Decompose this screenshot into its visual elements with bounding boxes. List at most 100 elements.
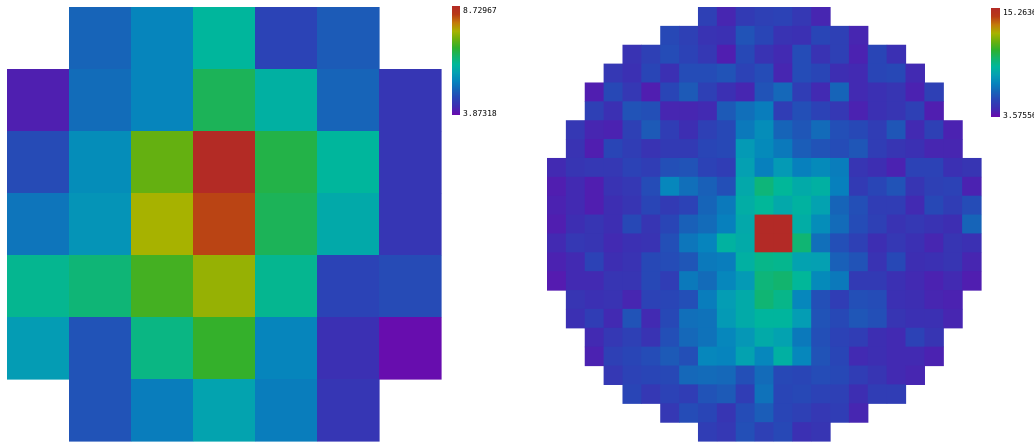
heatmap-cell: [660, 195, 680, 216]
heatmap-cell: [131, 131, 194, 194]
heatmap-cell: [603, 214, 624, 235]
heatmap-cell: [886, 271, 907, 291]
heatmap-cell: [584, 82, 605, 102]
heatmap-cell: [830, 384, 850, 404]
heatmap-cell: [773, 422, 793, 442]
heatmap-cell: [848, 233, 869, 253]
heatmap-cell: [735, 214, 756, 235]
heatmap-cell: [811, 63, 831, 84]
heatmap-cell: [792, 120, 812, 140]
heatmap-cell: [603, 271, 624, 291]
heatmap-cell: [943, 176, 963, 197]
heatmap-cell: [811, 25, 831, 46]
heatmap-cell: [716, 7, 737, 27]
heatmap-cell: [622, 120, 642, 140]
heatmap-cell: [716, 384, 737, 404]
heatmap-cell: [697, 422, 718, 442]
heatmap-cell: [905, 365, 925, 385]
heatmap-cell: [660, 290, 680, 310]
heatmap-cell: [584, 157, 605, 178]
heatmap-cell: [660, 233, 680, 253]
heatmap-cell: [641, 308, 661, 329]
heatmap-cell: [867, 365, 888, 385]
heatmap-cell: [886, 252, 907, 272]
heatmap-cell: [792, 44, 812, 65]
heatmap-cell: [886, 120, 907, 140]
heatmap-cell: [754, 44, 775, 65]
heatmap-cell: [660, 157, 680, 178]
heatmap-cell: [792, 176, 812, 197]
heatmap-cell: [962, 157, 982, 178]
heatmap-cell: [830, 233, 850, 253]
heatmap-cell: [848, 384, 869, 404]
heatmap-cell: [697, 63, 718, 84]
heatmap-cell: [716, 308, 737, 329]
heatmap-cell: [792, 7, 812, 27]
heatmap-cell: [943, 195, 963, 216]
heatmap-cell: [716, 365, 737, 385]
heatmap-cell: [867, 157, 888, 178]
heatmap-cell: [792, 308, 812, 329]
heatmap-cell: [679, 403, 699, 423]
left-heatmap-panel: 8.72967 3.87318: [0, 0, 500, 442]
colorbar-min-label: 3.87318: [463, 109, 497, 118]
heatmap-cell: [697, 403, 718, 423]
heatmap-cell: [754, 308, 775, 329]
heatmap-cell: [886, 308, 907, 329]
heatmap-cell: [811, 176, 831, 197]
heatmap-cell: [754, 25, 775, 46]
heatmap-cell: [830, 365, 850, 385]
heatmap-cell: [773, 252, 793, 272]
heatmap-cell: [679, 176, 699, 197]
heatmap-cell: [735, 271, 756, 291]
heatmap-cell: [848, 365, 869, 385]
heatmap-cell: [792, 157, 812, 178]
heatmap-cell: [773, 25, 793, 46]
heatmap-cells: [547, 7, 982, 442]
heatmap-cell: [697, 346, 718, 367]
heatmap-cell: [830, 403, 850, 423]
heatmap-cell: [811, 290, 831, 310]
heatmap-cell: [697, 139, 718, 159]
heatmap-cell: [679, 346, 699, 367]
heatmap-cell: [735, 25, 756, 46]
heatmap-cell: [547, 271, 567, 291]
heatmap-cell: [924, 214, 944, 235]
heatmap-cell: [697, 101, 718, 121]
heatmap-cell: [584, 176, 605, 197]
heatmap-cell: [660, 101, 680, 121]
heatmap-cell: [735, 176, 756, 197]
heatmap-cell: [317, 7, 380, 70]
heatmap-cell: [622, 271, 642, 291]
heatmap-cell: [716, 252, 737, 272]
heatmap-cell: [716, 214, 737, 235]
heatmap-cell: [584, 308, 605, 329]
heatmap-cell: [641, 44, 661, 65]
heatmap-cell: [830, 157, 850, 178]
heatmap-cell: [773, 214, 793, 235]
heatmap-cell: [811, 157, 831, 178]
heatmap-cell: [622, 384, 642, 404]
heatmap-cell: [622, 101, 642, 121]
heatmap-cell: [848, 120, 869, 140]
heatmap-cell: [754, 422, 775, 442]
heatmap-cell: [943, 120, 963, 140]
heatmap-cell: [886, 195, 907, 216]
heatmap-cell: [131, 379, 194, 442]
heatmap-cell: [697, 233, 718, 253]
heatmap-cell: [773, 120, 793, 140]
heatmap-cell: [565, 120, 586, 140]
heatmap-cell: [962, 233, 982, 253]
heatmap-cell: [716, 176, 737, 197]
heatmap-cell: [811, 384, 831, 404]
heatmap-cell: [830, 25, 850, 46]
heatmap-cell: [811, 422, 831, 442]
heatmap-cell: [716, 327, 737, 348]
heatmap-cell: [792, 139, 812, 159]
heatmap-cell: [735, 422, 756, 442]
heatmap-cell: [754, 63, 775, 84]
heatmap-cell: [867, 308, 888, 329]
heatmap-cell: [679, 157, 699, 178]
heatmap-cell: [716, 271, 737, 291]
heatmap-cell: [754, 271, 775, 291]
